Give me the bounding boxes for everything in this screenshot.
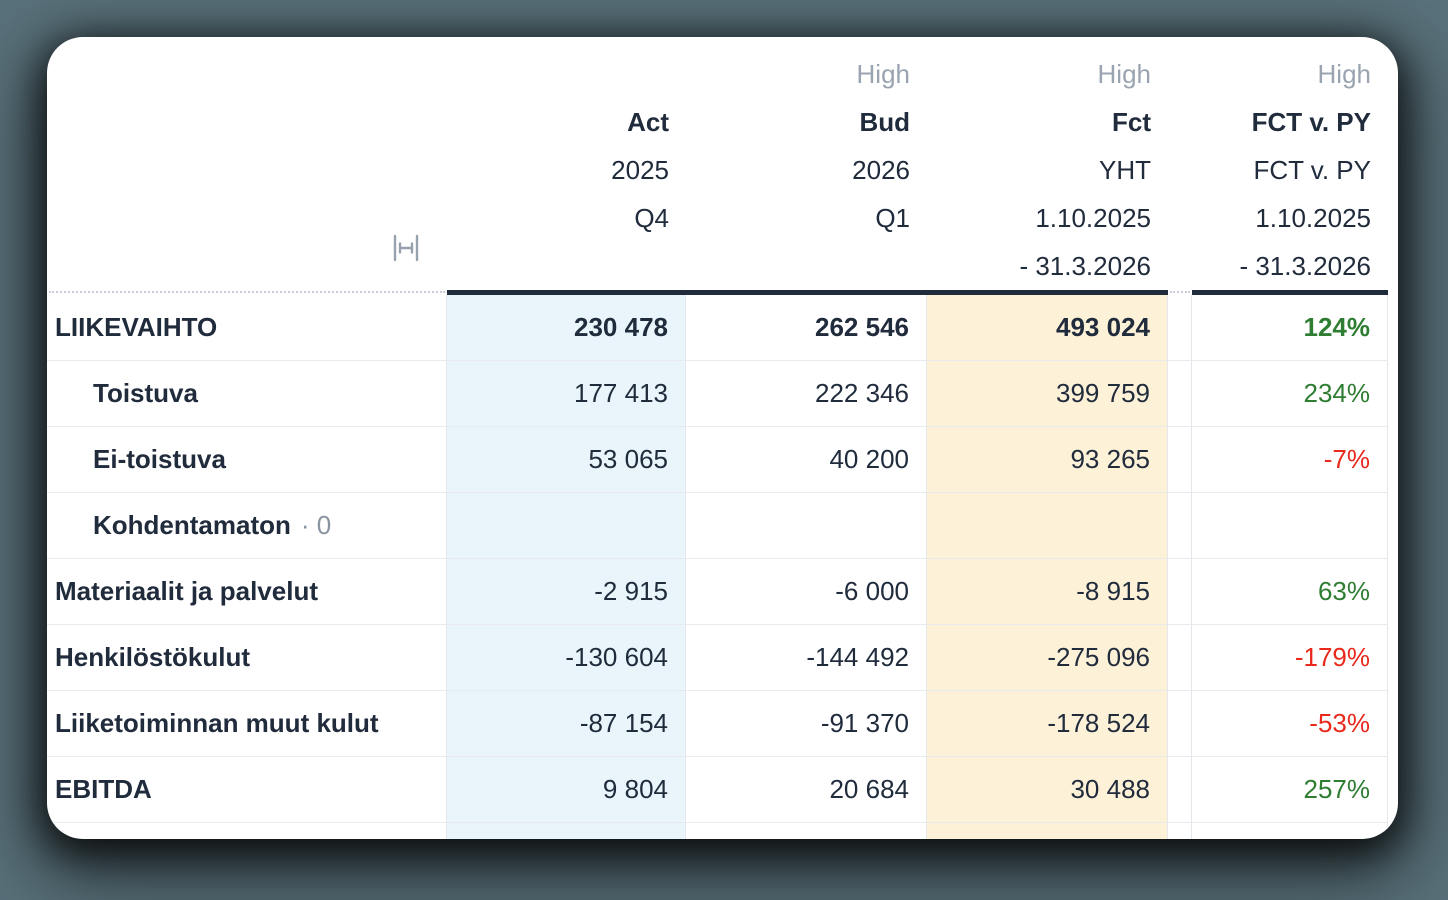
col-year-pct: FCT v. PY [1253,155,1372,185]
cell-act[interactable]: -130 604 [447,625,686,691]
row-label[interactable]: LIIKEVAIHTO [47,295,447,361]
row-label[interactable]: Liiketoiminnan muut kulut [47,691,447,757]
row-label[interactable]: Materiaalit ja palvelut [47,559,447,625]
row-label[interactable]: Ei-toistuva [47,427,447,493]
high-toggle-pct[interactable]: High [1317,59,1371,89]
table-row: Toistuva 177 413 222 346 399 759 234% [47,361,1398,427]
col-year-act: 2025 [611,155,669,185]
row-label-count: · 0 [300,510,332,540]
row-label[interactable]: Henkilöstökulut [47,625,447,691]
col-period-fct: 1.10.2025 [1035,203,1151,233]
cell-bud[interactable]: -144 492 [686,625,927,691]
cell-fct[interactable]: -8 915 [927,559,1168,625]
cell-fct[interactable]: 93 265 [927,427,1168,493]
table-row: Kohdentamaton · 0 [47,493,1398,559]
cell-act[interactable]: 9 804 [447,757,686,823]
col-header-fct-vs-py[interactable]: FCT v. PY [1251,107,1371,137]
col-period-end-pct: - 31.3.2026 [1239,251,1371,281]
col-period-pct: 1.10.2025 [1255,203,1371,233]
col-header-act[interactable]: Act [627,107,669,137]
table-row: Liiketoiminnan muut kulut -87 154 -91 37… [47,691,1398,757]
cell-pct[interactable]: 124% [1192,295,1388,361]
table-row: EBITDA 9 804 20 684 30 488 257% [47,757,1398,823]
row-label[interactable]: Toistuva [47,361,447,427]
cell-fct[interactable] [927,493,1168,559]
high-toggle-bud[interactable]: High [856,59,910,89]
col-period-end-fct: - 31.3.2026 [1019,251,1151,281]
cell-fct[interactable]: 493 024 [927,295,1168,361]
cell-pct[interactable]: 63% [1192,559,1388,625]
table-row: LIIKEVAIHTO 230 478 262 546 493 024 124% [47,295,1398,361]
cell-act[interactable]: 230 478 [447,295,686,361]
header-line-high: High High High [47,50,1398,98]
header-line-period: Q4 Q1 1.10.2025 1.10.2025 [47,194,1398,242]
cell-pct[interactable] [1192,493,1388,559]
col-period-bud: Q1 [875,203,910,233]
table-row: Materiaalit ja palvelut -2 915 -6 000 -8… [47,559,1398,625]
column-width-icon[interactable] [391,233,421,263]
header-underline [47,290,1398,295]
cell-pct[interactable]: 234% [1192,361,1388,427]
header-line-scenario: Act Bud Fct FCT v. PY [47,98,1398,146]
cell-bud[interactable] [686,493,927,559]
cell-act[interactable]: -2 915 [447,559,686,625]
col-header-bud[interactable]: Bud [859,107,910,137]
table-row: Henkilöstökulut -130 604 -144 492 -275 0… [47,625,1398,691]
row-label[interactable]: EBITDA [47,757,447,823]
cell-bud[interactable]: -91 370 [686,691,927,757]
row-label[interactable]: Kohdentamaton · 0 [47,493,447,559]
cell-fct[interactable]: -178 524 [927,691,1168,757]
cell-act[interactable]: 53 065 [447,427,686,493]
header-line-year: 2025 2026 YHT FCT v. PY [47,146,1398,194]
cell-pct[interactable]: -179% [1192,625,1388,691]
cell-bud[interactable]: 262 546 [686,295,927,361]
cell-act[interactable] [447,493,686,559]
cell-pct[interactable]: 257% [1192,757,1388,823]
cell-bud[interactable]: -6 000 [686,559,927,625]
cell-fct[interactable]: 399 759 [927,361,1168,427]
col-period-act: Q4 [634,203,669,233]
table-row: Ei-toistuva 53 065 40 200 93 265 -7% [47,427,1398,493]
cell-act[interactable]: 177 413 [447,361,686,427]
header-line-period-end: - 31.3.2026 - 31.3.2026 [47,242,1398,290]
cell-pct[interactable]: -53% [1192,691,1388,757]
cell-bud[interactable]: 20 684 [686,757,927,823]
high-toggle-fct[interactable]: High [1097,59,1151,89]
cell-fct[interactable]: 30 488 [927,757,1168,823]
table-row-partial [47,823,1398,839]
hidden-columns-indicator-right[interactable] [1168,290,1192,295]
cell-fct[interactable]: -275 096 [927,625,1168,691]
cell-bud[interactable]: 40 200 [686,427,927,493]
table-header: High High High Act Bud Fct FCT v. PY 202… [47,37,1398,295]
col-year-fct: YHT [1099,155,1151,185]
cell-act[interactable]: -87 154 [447,691,686,757]
cell-pct[interactable]: -7% [1192,427,1388,493]
financial-table-card: High High High Act Bud Fct FCT v. PY 202… [47,37,1398,839]
col-year-bud: 2026 [852,155,910,185]
cell-bud[interactable]: 222 346 [686,361,927,427]
col-header-fct[interactable]: Fct [1112,107,1151,137]
hidden-columns-indicator-left[interactable] [47,290,447,295]
